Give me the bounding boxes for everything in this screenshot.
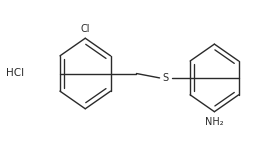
Text: NH₂: NH₂ xyxy=(205,117,224,127)
Text: S: S xyxy=(163,73,169,83)
Text: Cl: Cl xyxy=(80,24,90,34)
Text: HCl: HCl xyxy=(6,69,24,78)
